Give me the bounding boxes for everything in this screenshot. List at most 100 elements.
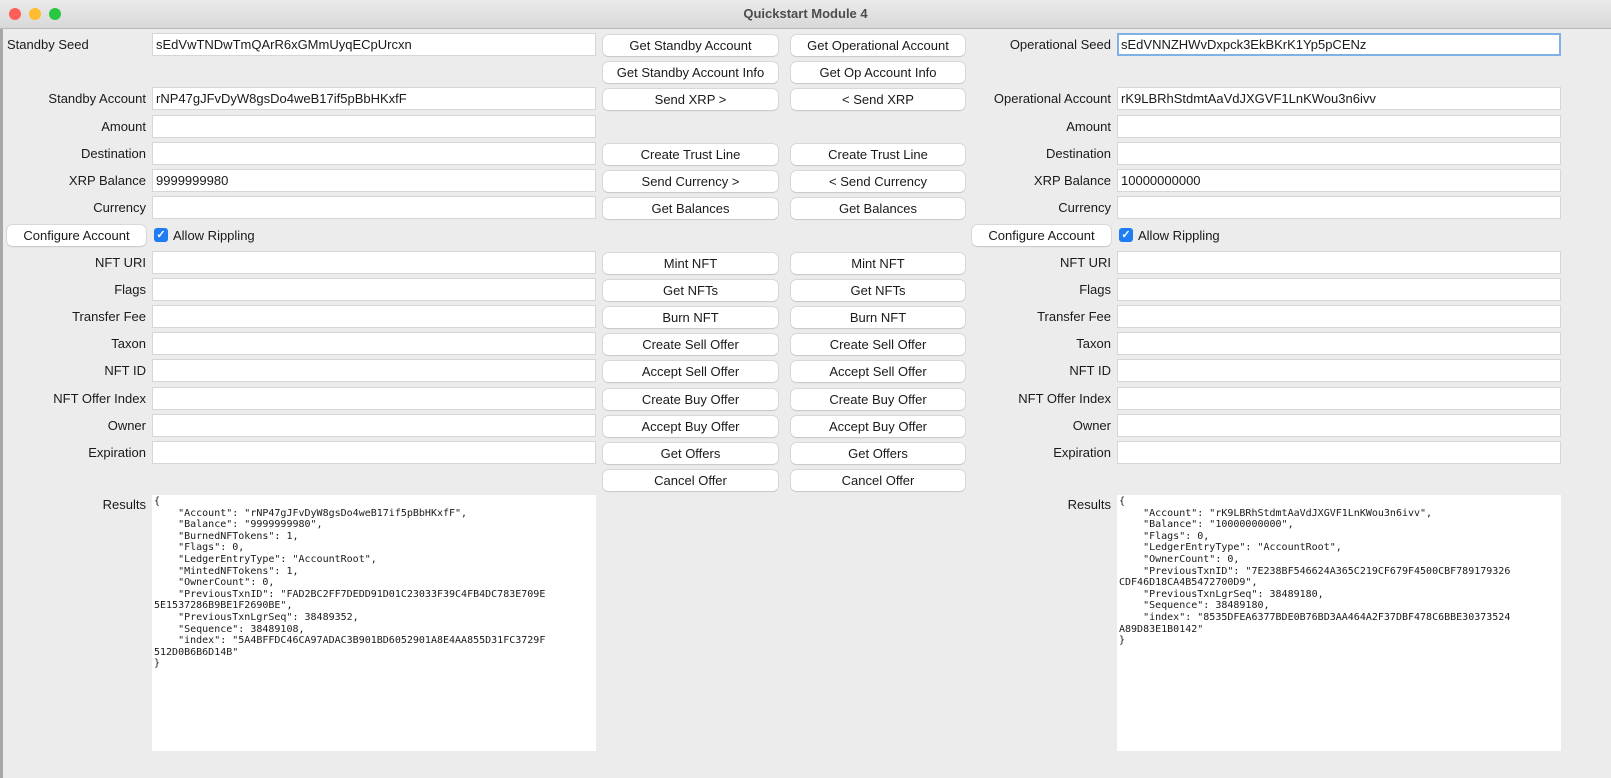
checkmark-icon[interactable]: ✓ xyxy=(1119,228,1133,243)
operational-amount-input[interactable] xyxy=(1117,114,1561,138)
operational-owner-input[interactable] xyxy=(1117,413,1561,437)
operational-get-balances-button[interactable]: Get Balances xyxy=(791,198,965,220)
operational-flags-input[interactable] xyxy=(1117,277,1561,301)
operational-seed-label: Operational Seed xyxy=(1009,37,1111,52)
standby-amount-label: Amount xyxy=(101,118,146,134)
operational-send-xrp-button[interactable]: < Send XRP xyxy=(791,89,965,111)
standby-destination-label: Destination xyxy=(80,145,146,161)
operational-send-currency-button[interactable]: < Send Currency xyxy=(791,171,965,192)
standby-get-nfts-button[interactable]: Get NFTs xyxy=(603,279,778,301)
operational-currency-label: Currency xyxy=(1058,200,1111,216)
standby-flags-input[interactable] xyxy=(152,277,596,301)
operational-operational-account-input[interactable]: rK9LBRhStdmtAaVdJXGVF1LnKWou3n6ivv xyxy=(1117,87,1561,111)
standby-expiration-input[interactable] xyxy=(152,441,596,464)
standby-results-label: Results xyxy=(102,497,146,512)
standby-results-output[interactable]: { "Account": "rNP47gJFvDyW8gsDo4weB17if5… xyxy=(152,495,596,751)
standby-destination-input[interactable] xyxy=(152,141,596,165)
standby-currency-label: Currency xyxy=(93,200,146,216)
standby-currency-input[interactable] xyxy=(152,196,596,220)
operational-owner-label: Owner xyxy=(1072,417,1111,433)
operational-nft-offer-index-label: NFT Offer Index xyxy=(1018,390,1111,406)
close-window-button[interactable] xyxy=(9,8,21,20)
operational-get-operational-account-button[interactable]: Get Operational Account xyxy=(791,35,965,56)
standby-cancel-offer-button[interactable]: Cancel Offer xyxy=(603,470,778,492)
standby-taxon-label: Taxon xyxy=(111,336,146,352)
operational-xrp-balance-input[interactable]: 10000000000 xyxy=(1117,169,1561,192)
standby-flags-label: Flags xyxy=(114,281,146,297)
operational-configure-account-button[interactable]: Configure Account xyxy=(972,225,1111,247)
operational-nft-id-label: NFT ID xyxy=(1069,363,1111,379)
operational-get-offers-button[interactable]: Get Offers xyxy=(791,443,965,464)
operational-accept-buy-offer-button[interactable]: Accept Buy Offer xyxy=(791,415,965,437)
standby-xrp-balance-input[interactable]: 9999999980 xyxy=(152,169,596,192)
title-bar: Quickstart Module 4 xyxy=(0,0,1611,29)
standby-accept-sell-offer-button[interactable]: Accept Sell Offer xyxy=(603,361,778,383)
operational-allow-rippling-checkbox[interactable]: ✓ Allow Rippling xyxy=(1119,223,1220,247)
standby-expiration-label: Expiration xyxy=(88,445,146,460)
operational-cancel-offer-button[interactable]: Cancel Offer xyxy=(791,470,965,492)
operational-nft-uri-input[interactable] xyxy=(1117,250,1561,274)
standby-standby-account-input[interactable]: rNP47gJFvDyW8gsDo4weB17if5pBbHKxfF xyxy=(152,87,596,111)
standby-mint-nft-button[interactable]: Mint NFT xyxy=(603,252,778,274)
operational-get-nfts-button[interactable]: Get NFTs xyxy=(791,279,965,301)
operational-seed-input[interactable]: sEdVNNZHWvDxpck3EkBKrK1Yp5pCENz xyxy=(1117,33,1561,56)
operational-xrp-balance-label: XRP Balance xyxy=(1033,173,1111,188)
standby-burn-nft-button[interactable]: Burn NFT xyxy=(603,307,778,328)
operational-accept-sell-offer-button[interactable]: Accept Sell Offer xyxy=(791,361,965,383)
standby-accept-buy-offer-button[interactable]: Accept Buy Offer xyxy=(603,415,778,437)
operational-operational-account-label: Operational Account xyxy=(993,91,1111,107)
operational-nft-uri-label: NFT URI xyxy=(1059,254,1111,270)
operational-taxon-label: Taxon xyxy=(1076,336,1111,352)
standby-nft-id-input[interactable] xyxy=(152,359,596,383)
standby-nft-id-label: NFT ID xyxy=(104,363,146,379)
operational-get-op-account-info-button[interactable]: Get Op Account Info xyxy=(791,62,965,84)
standby-seed-label: Standby Seed xyxy=(7,37,89,52)
standby-create-sell-offer-button[interactable]: Create Sell Offer xyxy=(603,334,778,356)
operational-results-label: Results xyxy=(1067,497,1111,512)
window-title: Quickstart Module 4 xyxy=(743,6,868,21)
standby-get-balances-button[interactable]: Get Balances xyxy=(603,198,778,220)
standby-seed-input[interactable]: sEdVwTNDwTmQArR6xGMmUyqECpUrcxn xyxy=(152,33,596,56)
operational-destination-input[interactable] xyxy=(1117,141,1561,165)
standby-xrp-balance-label: XRP Balance xyxy=(68,173,146,188)
operational-transfer-fee-input[interactable] xyxy=(1117,305,1561,328)
allow-rippling-label: Allow Rippling xyxy=(1138,227,1220,243)
minimize-window-button[interactable] xyxy=(29,8,41,20)
standby-standby-account-label: Standby Account xyxy=(48,91,146,107)
checkmark-icon[interactable]: ✓ xyxy=(154,228,168,243)
standby-send-currency-button[interactable]: Send Currency > xyxy=(603,171,778,192)
standby-owner-label: Owner xyxy=(107,417,146,433)
operational-burn-nft-button[interactable]: Burn NFT xyxy=(791,307,965,328)
operational-nft-id-input[interactable] xyxy=(1117,359,1561,383)
standby-allow-rippling-checkbox[interactable]: ✓ Allow Rippling xyxy=(154,223,255,247)
standby-create-buy-offer-button[interactable]: Create Buy Offer xyxy=(603,388,778,410)
standby-get-offers-button[interactable]: Get Offers xyxy=(603,443,778,464)
operational-amount-label: Amount xyxy=(1066,118,1111,134)
standby-get-standby-account-info-button[interactable]: Get Standby Account Info xyxy=(603,62,778,84)
allow-rippling-label: Allow Rippling xyxy=(173,227,255,243)
operational-expiration-input[interactable] xyxy=(1117,441,1561,464)
standby-taxon-input[interactable] xyxy=(152,332,596,356)
standby-nft-offer-index-input[interactable] xyxy=(152,386,596,410)
operational-currency-input[interactable] xyxy=(1117,196,1561,220)
operational-create-trust-line-button[interactable]: Create Trust Line xyxy=(791,143,965,165)
standby-owner-input[interactable] xyxy=(152,413,596,437)
standby-send-xrp-button[interactable]: Send XRP > xyxy=(603,89,778,111)
operational-nft-offer-index-input[interactable] xyxy=(1117,386,1561,410)
standby-get-standby-account-button[interactable]: Get Standby Account xyxy=(603,35,778,56)
standby-configure-account-button[interactable]: Configure Account xyxy=(7,225,146,247)
operational-create-buy-offer-button[interactable]: Create Buy Offer xyxy=(791,388,965,410)
operational-create-sell-offer-button[interactable]: Create Sell Offer xyxy=(791,334,965,356)
operational-transfer-fee-label: Transfer Fee xyxy=(1037,309,1111,324)
operational-taxon-input[interactable] xyxy=(1117,332,1561,356)
standby-transfer-fee-input[interactable] xyxy=(152,305,596,328)
zoom-window-button[interactable] xyxy=(49,8,61,20)
standby-create-trust-line-button[interactable]: Create Trust Line xyxy=(603,143,778,165)
operational-mint-nft-button[interactable]: Mint NFT xyxy=(791,252,965,274)
standby-nft-uri-input[interactable] xyxy=(152,250,596,274)
operational-destination-label: Destination xyxy=(1045,145,1111,161)
standby-amount-input[interactable] xyxy=(152,114,596,138)
operational-flags-label: Flags xyxy=(1079,281,1111,297)
operational-results-output[interactable]: { "Account": "rK9LBRhStdmtAaVdJXGVF1LnKW… xyxy=(1117,495,1561,751)
standby-transfer-fee-label: Transfer Fee xyxy=(72,309,146,324)
